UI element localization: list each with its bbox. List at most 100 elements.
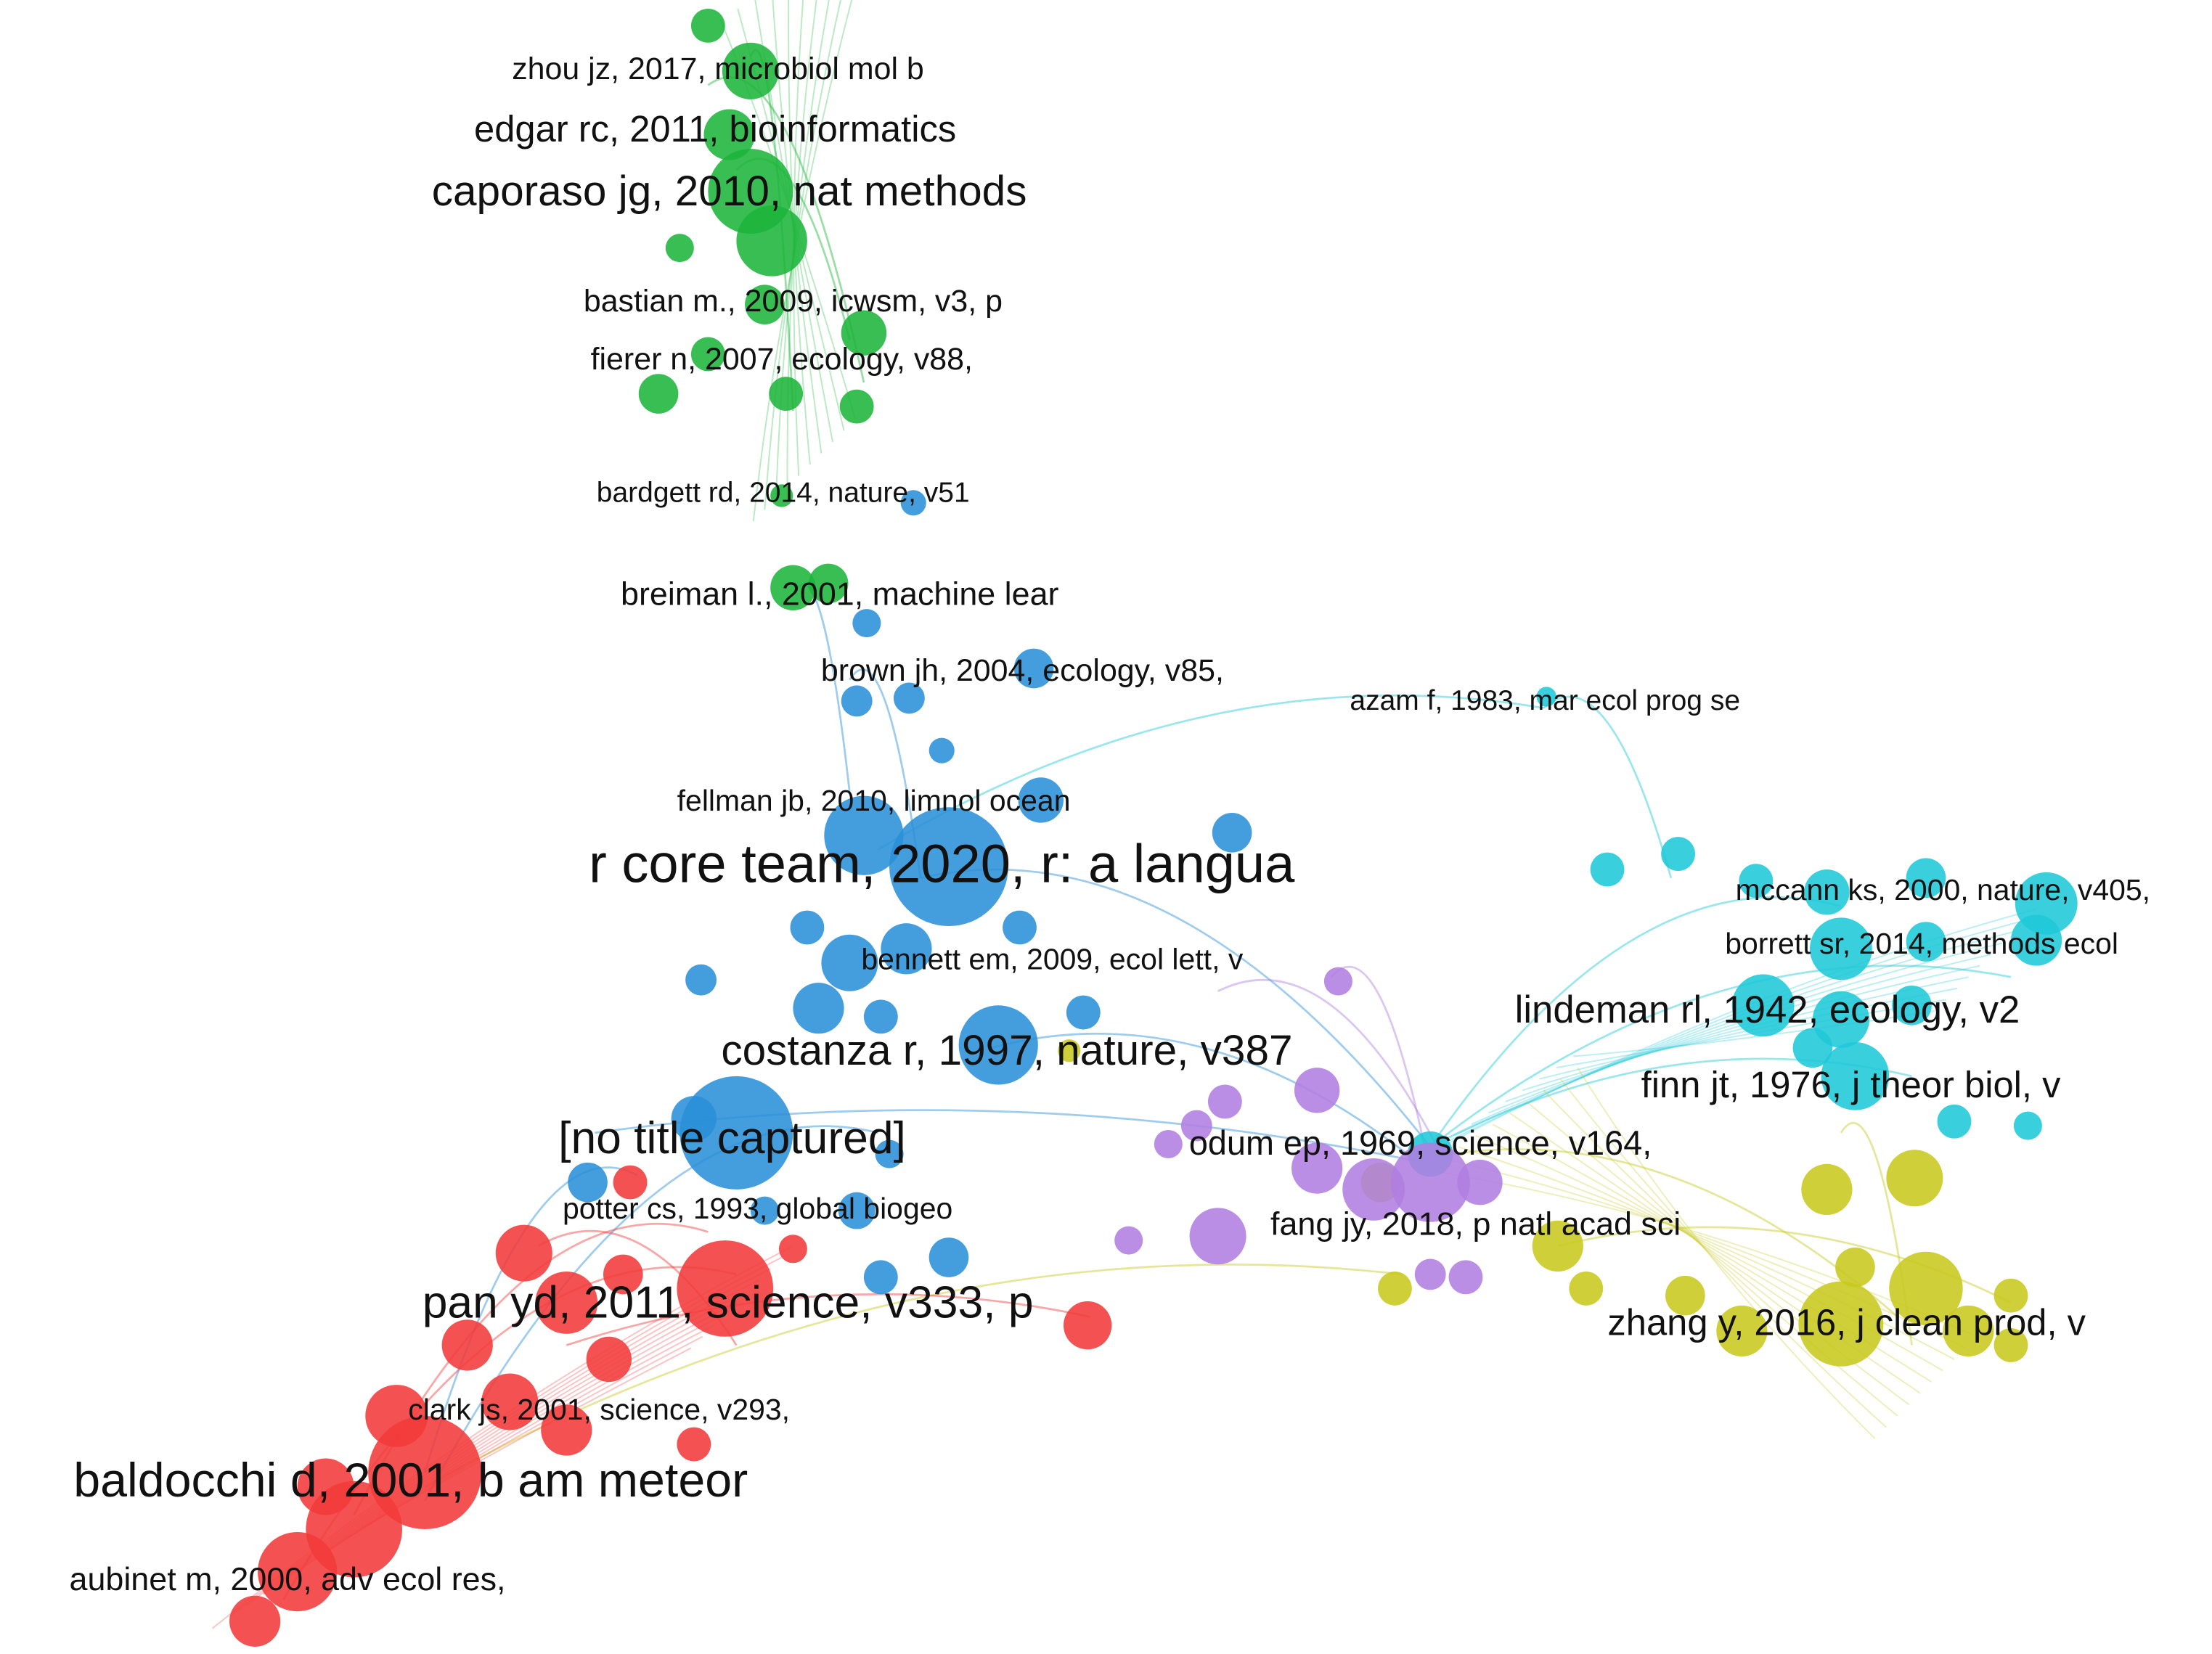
node-circle: [841, 310, 887, 356]
node-circle: [1731, 974, 1795, 1037]
node-label: costanza r, 1997, nature, v387: [721, 1027, 1292, 1074]
node-circle: [929, 1237, 969, 1277]
node-circle: [258, 1531, 338, 1612]
node-circle: [1066, 995, 1101, 1030]
node-circle: [1812, 991, 1869, 1048]
node-label: caporaso jg, 2010, nat methods: [432, 168, 1027, 215]
node-circle: [1291, 1142, 1343, 1194]
node-circle: [690, 337, 725, 372]
node-circle: [770, 565, 816, 611]
node-circle: [677, 1240, 774, 1337]
node-circle: [929, 737, 955, 763]
node-circle: [1739, 864, 1774, 898]
node-label: zhou jz, 2017, microbiol mol b: [512, 52, 924, 86]
node-circle: [900, 490, 926, 516]
node-circle: [685, 964, 717, 996]
edge: [1543, 695, 1673, 879]
node-label: borrett sr, 2014, methods ecol: [1725, 927, 2118, 960]
edge: [772, 0, 823, 454]
node-circle: [229, 1595, 281, 1647]
node-circle: [2013, 1111, 2042, 1140]
node-label: aubinet m, 2000, adv ecol res,: [70, 1560, 506, 1597]
node-circle: [889, 807, 1008, 927]
nodes: [229, 8, 2078, 1647]
node-circle: [1792, 1028, 1833, 1068]
node-circle: [838, 1192, 876, 1229]
edge: [877, 694, 1544, 851]
node-circle: [1390, 1142, 1470, 1222]
edge: [1429, 896, 1842, 1148]
edge: [566, 1293, 1091, 1346]
node-circle: [808, 563, 849, 604]
node-circle: [365, 1385, 428, 1447]
edge: [788, 0, 811, 465]
node-label: mccann ks, 2000, nature, v405,: [1736, 873, 2150, 906]
node-label: fang jy, 2018, p natl acad sci: [1270, 1205, 1681, 1242]
node-circle: [824, 795, 904, 875]
node-circle: [1154, 1129, 1183, 1158]
node-circle: [671, 1096, 717, 1142]
node-circle: [1892, 985, 1932, 1025]
node-circle: [839, 389, 874, 424]
node-circle: [1590, 852, 1625, 887]
node-circle: [1457, 1159, 1503, 1205]
node-label: bennett em, 2009, ecol lett, v: [861, 943, 1243, 976]
node-label: odum ep, 1969, science, v164,: [1189, 1124, 1652, 1162]
node-circle: [1414, 1258, 1446, 1290]
node-circle: [1378, 1272, 1412, 1306]
node-circle: [1943, 1305, 1994, 1357]
node-circle: [875, 1139, 904, 1168]
node-label: [no title captured]: [558, 1113, 906, 1163]
node-circle: [1342, 1158, 1405, 1221]
node-circle: [638, 374, 679, 414]
node-circle: [1212, 812, 1252, 853]
node-circle: [1665, 1275, 1705, 1316]
node-circle: [1018, 777, 1064, 823]
node-circle: [1013, 648, 1054, 689]
node-circle: [613, 1165, 648, 1200]
node-circle: [586, 1336, 632, 1383]
edge: [1217, 978, 1445, 1162]
node-label: bardgett rd, 2014, nature, v51: [597, 477, 970, 508]
node-circle: [1835, 1247, 1875, 1287]
node-circle: [1661, 837, 1695, 871]
node-circle: [1063, 1301, 1112, 1350]
edge: [792, 584, 851, 793]
node-circle: [703, 109, 755, 160]
node-circle: [1114, 1226, 1143, 1255]
node-circle: [495, 1224, 552, 1282]
node-circle: [665, 234, 694, 263]
node-circle: [541, 1404, 592, 1456]
edge: [1559, 1078, 1887, 1428]
node-circle: [821, 934, 878, 991]
node-circle: [893, 682, 925, 714]
labels: zhou jz, 2017, microbiol mol b edgar rc, …: [70, 52, 2151, 1597]
node-circle: [750, 1196, 779, 1225]
node-circle: [481, 1373, 539, 1430]
node-label: zhang y, 2016, j clean prod, v: [1607, 1302, 2086, 1343]
node-label: azam f, 1983, mar ecol prog se: [1350, 685, 1740, 716]
edges: [211, 0, 2037, 1629]
node-circle: [1536, 687, 1556, 707]
node-circle: [841, 685, 873, 717]
node-circle: [677, 1427, 711, 1462]
edge: [1441, 1158, 1967, 1349]
node-circle: [1821, 1042, 1890, 1110]
node-label: baldocchi d, 2001, b am meteor: [73, 1454, 748, 1507]
node-circle: [1937, 1104, 1972, 1139]
edge: [991, 1033, 1417, 1162]
node-circle: [1906, 858, 1946, 898]
node-circle: [778, 1235, 807, 1264]
node-circle: [1003, 910, 1037, 945]
node-circle: [1323, 967, 1352, 996]
edge: [1505, 965, 1980, 1102]
edge: [1416, 1148, 1898, 1318]
node-label: brown jh, 2004, ecology, v85,: [821, 653, 1224, 688]
node-circle: [790, 910, 825, 945]
edge: [1471, 942, 2003, 1126]
node-circle: [690, 8, 725, 43]
node-circle: [1906, 922, 1946, 962]
node-circle: [603, 1254, 643, 1295]
node-circle: [1294, 1068, 1340, 1113]
edge: [1543, 1089, 1898, 1417]
